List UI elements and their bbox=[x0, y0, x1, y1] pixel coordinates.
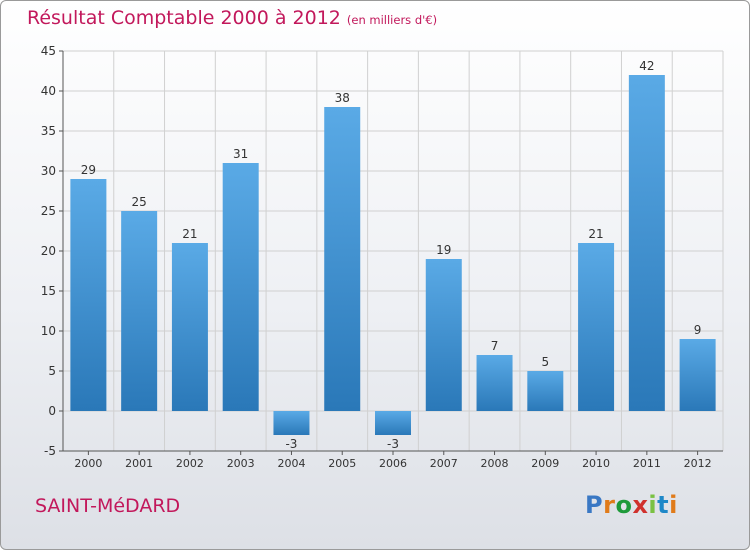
y-tick-label: 10 bbox=[41, 324, 56, 338]
y-tick-label: 0 bbox=[48, 404, 56, 418]
logo-letter: i bbox=[648, 491, 658, 519]
x-tick-label: 2003 bbox=[227, 457, 255, 470]
y-tick-label: 30 bbox=[41, 164, 56, 178]
commune-name: SAINT-MéDARD bbox=[35, 495, 181, 517]
data-label: 19 bbox=[436, 243, 451, 257]
data-label: 25 bbox=[132, 195, 147, 209]
x-tick-label: 2001 bbox=[125, 457, 153, 470]
logo-letter: i bbox=[669, 491, 678, 519]
data-label: -3 bbox=[387, 437, 399, 451]
x-tick-label: 2012 bbox=[684, 457, 712, 470]
data-label: 38 bbox=[335, 91, 350, 105]
bar bbox=[222, 163, 259, 411]
x-tick-label: 2005 bbox=[328, 457, 356, 470]
y-tick-label: 15 bbox=[41, 284, 56, 298]
logo-letter: P bbox=[585, 491, 604, 519]
y-tick-label: 40 bbox=[41, 84, 56, 98]
data-label: 5 bbox=[541, 355, 549, 369]
data-labels: 29 25 21 31 -3 38 -3 19 7 5 21 42 9 bbox=[81, 59, 702, 451]
proxiti-logo: Proxiti bbox=[585, 491, 678, 519]
logo-letter: x bbox=[632, 491, 649, 519]
x-tick-label: 2002 bbox=[176, 457, 204, 470]
data-label: 21 bbox=[182, 227, 197, 241]
y-tick-label: -5 bbox=[44, 444, 56, 458]
bar bbox=[527, 371, 564, 411]
bar bbox=[476, 355, 513, 411]
chart-title-main: Résultat Comptable 2000 à 2012 bbox=[27, 7, 341, 29]
data-label: 7 bbox=[491, 339, 499, 353]
bar bbox=[171, 243, 208, 411]
x-tick-label: 2006 bbox=[379, 457, 407, 470]
bar bbox=[425, 259, 462, 411]
bar bbox=[70, 179, 107, 411]
logo-letter: t bbox=[657, 491, 670, 519]
x-tick-label: 2008 bbox=[481, 457, 509, 470]
x-tick-label: 2000 bbox=[74, 457, 102, 470]
y-tick-label: 25 bbox=[41, 204, 56, 218]
bar bbox=[273, 411, 310, 435]
x-tick-label: 2004 bbox=[277, 457, 305, 470]
data-label: -3 bbox=[285, 437, 297, 451]
chart-title-unit: (en milliers d'€) bbox=[346, 13, 438, 27]
bars bbox=[70, 75, 716, 435]
gridlines bbox=[62, 50, 724, 452]
x-tick-label: 2009 bbox=[531, 457, 559, 470]
data-label: 21 bbox=[588, 227, 603, 241]
x-tick-label: 2007 bbox=[430, 457, 458, 470]
y-tick-label: 5 bbox=[48, 364, 56, 378]
chart-title: Résultat Comptable 2000 à 2012 (en millie… bbox=[27, 7, 437, 29]
data-label: 42 bbox=[639, 59, 654, 73]
bar bbox=[324, 107, 361, 411]
data-label: 29 bbox=[81, 163, 96, 177]
bar bbox=[679, 339, 716, 411]
logo-letter: o bbox=[615, 491, 633, 519]
x-tick-label: 2010 bbox=[582, 457, 610, 470]
data-label: 31 bbox=[233, 147, 248, 161]
y-tick-label: 45 bbox=[41, 44, 56, 58]
x-tick-label: 2011 bbox=[633, 457, 661, 470]
y-tick-label: 20 bbox=[41, 244, 56, 258]
bar bbox=[121, 211, 158, 411]
bar bbox=[578, 243, 615, 411]
logo-letter: r bbox=[603, 491, 616, 519]
data-label: 9 bbox=[694, 323, 702, 337]
axes: -5 0 5 10 15 20 25 30 35 40 45 2000 2001 2002 2003 2004… bbox=[41, 44, 723, 470]
bar bbox=[375, 411, 411, 435]
bar bbox=[628, 75, 665, 411]
y-tick-label: 35 bbox=[41, 124, 56, 138]
